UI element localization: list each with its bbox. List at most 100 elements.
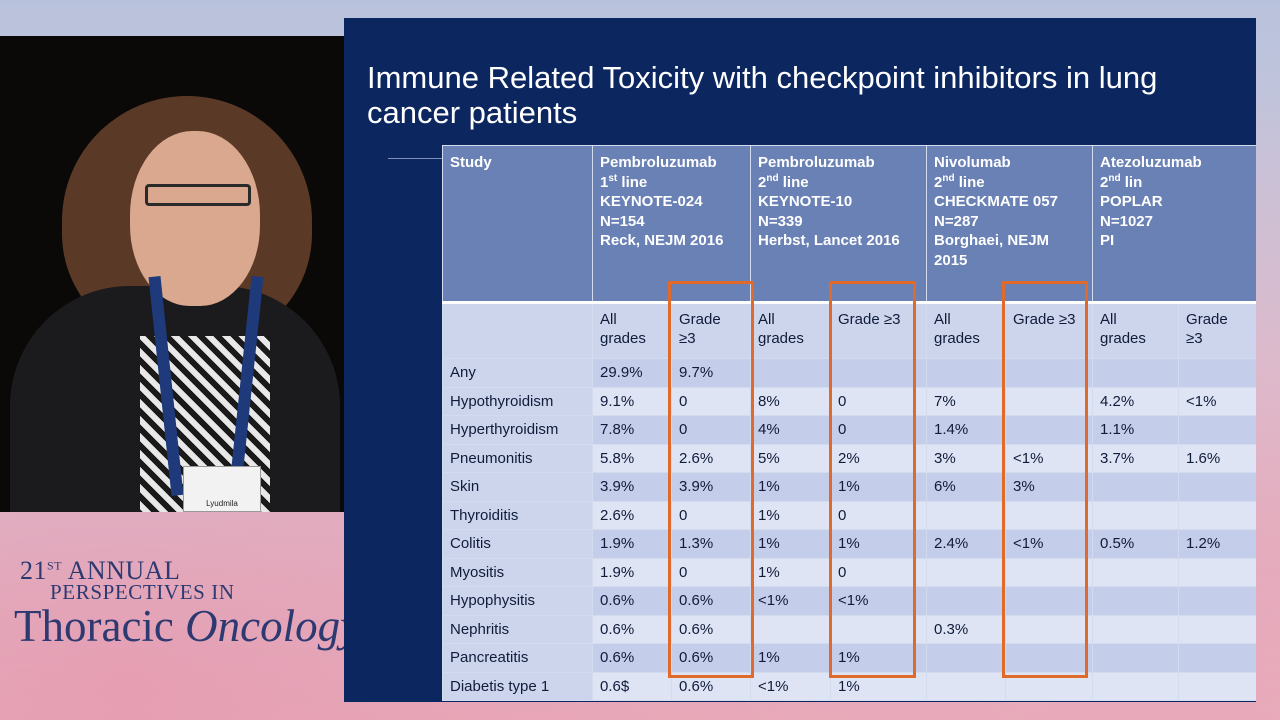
- grade-subheader-line: Grade: [679, 311, 721, 328]
- header-row: Study Pembroluzumab 1st line KEYNOTE-024 N…: [442, 145, 1256, 304]
- table-cell: [1092, 472, 1180, 502]
- table-cell: 1%: [750, 557, 831, 587]
- table-cell: 0.6%: [592, 643, 672, 673]
- study-n: N=1027: [1100, 212, 1153, 230]
- table-cell: 1.4%: [926, 415, 1007, 445]
- table-cell: 1.3%: [671, 529, 751, 559]
- grade-subheader-line: Grade ≥3: [1013, 311, 1076, 328]
- grade-subheader-line: grades: [934, 330, 980, 347]
- study-drug: Pembroluzumab: [600, 154, 717, 171]
- table-row: Thyroiditis 2.6% 0 1% 0: [442, 500, 1256, 530]
- grade-subheader-line: ≥3: [1186, 330, 1203, 347]
- study-ref: Herbst, Lancet 2016: [758, 232, 900, 249]
- grade-subheader-line: Grade: [1186, 311, 1228, 328]
- row-label: Nephritis: [442, 614, 593, 644]
- row-label: Any: [442, 358, 593, 388]
- table-cell: 0.5%: [1092, 529, 1180, 559]
- table-cell: 0.6%: [671, 586, 751, 616]
- table-cell: 0: [829, 557, 928, 587]
- study-line-rest: line: [617, 173, 648, 191]
- study-line-rest: line: [778, 173, 809, 191]
- grade-subheader: Grade ≥3: [1005, 302, 1094, 359]
- table-cell: [1092, 500, 1180, 530]
- table-cell: 1.2%: [1178, 529, 1256, 559]
- table-cell: [1005, 557, 1094, 587]
- table-cell: 1%: [829, 643, 928, 673]
- table-cell: <1%: [1005, 529, 1094, 559]
- grade-subheader-line: All: [1100, 311, 1117, 328]
- row-label: Myositis: [442, 557, 593, 587]
- logo-line-1: 21ST ANNUAL: [20, 556, 181, 585]
- table-cell: 7%: [926, 386, 1007, 416]
- row-label: Hyperthyroidism: [442, 415, 593, 445]
- table-cell: 0: [829, 386, 928, 416]
- table-cell: 2.6%: [592, 500, 672, 530]
- table-cell: [1092, 586, 1180, 616]
- slide-title: Immune Related Toxicity with checkpoint …: [367, 60, 1158, 130]
- study-line-sup: st: [608, 172, 618, 184]
- toxicity-table: Study Pembroluzumab 1st line KEYNOTE-024 N…: [442, 145, 1256, 701]
- table-cell: 3%: [1005, 472, 1094, 502]
- table-cell: 4%: [750, 415, 831, 445]
- table-cell: [926, 586, 1007, 616]
- table-cell: 0.6$: [592, 671, 672, 701]
- table-cell: [1092, 614, 1180, 644]
- table-cell: <1%: [1005, 443, 1094, 473]
- table-cell: <1%: [829, 586, 928, 616]
- study-ref: PI: [1100, 232, 1115, 249]
- row-label: Colitis: [442, 529, 593, 559]
- table-cell: [1178, 415, 1256, 445]
- table-cell: <1%: [750, 671, 831, 701]
- table-cell: [1092, 358, 1180, 388]
- study-line: 2nd line: [758, 173, 919, 193]
- table-cell: 7.8%: [592, 415, 672, 445]
- table-cell: 6%: [926, 472, 1007, 502]
- table-cell: [1092, 671, 1180, 701]
- table-cell: 2%: [829, 443, 928, 473]
- table-cell: [750, 358, 831, 388]
- table-cell: [1178, 614, 1256, 644]
- study-header-cell: Atezoluzumab 2nd lin POPLAR N=1027 PI: [1092, 145, 1256, 304]
- table-cell: 0: [671, 557, 751, 587]
- table-cell: 0: [829, 500, 928, 530]
- study-ref: Borghaei, NEJM: [934, 232, 1050, 249]
- table-cell: 1%: [750, 472, 831, 502]
- table-cell: 3.9%: [592, 472, 672, 502]
- table-cell: [1005, 415, 1094, 445]
- study-drug: Pembroluzumab: [758, 154, 875, 171]
- grade-subheader: Grade ≥3: [671, 302, 751, 359]
- study-n: N=339: [758, 212, 803, 230]
- table-cell: 5%: [750, 443, 831, 473]
- study-n: N=154: [600, 212, 645, 230]
- table-cell: 2.6%: [671, 443, 751, 473]
- table-cell: [926, 643, 1007, 673]
- table-cell: [1005, 386, 1094, 416]
- study-trial: POPLAR: [1100, 193, 1163, 210]
- study-drug: Nivolumab: [934, 154, 1011, 171]
- study-header-cell: Pembroluzumab 1st line KEYNOTE-024 N=154 Re…: [592, 145, 751, 304]
- table-cell: 9.7%: [671, 358, 751, 388]
- row-label: Pneumonitis: [442, 443, 593, 473]
- study-line-sup: nd: [1108, 172, 1121, 184]
- study-drug: Atezoluzumab: [1100, 154, 1202, 171]
- table-row: Nephritis 0.6% 0.6% 0.3%: [442, 614, 1256, 644]
- table-cell: 0.3%: [926, 614, 1007, 644]
- table-cell: [1005, 614, 1094, 644]
- row-label: Hypophysitis: [442, 586, 593, 616]
- study-ref: Reck, NEJM 2016: [600, 232, 724, 249]
- table-cell: [1005, 586, 1094, 616]
- table-cell: [1005, 500, 1094, 530]
- table-row: Hypothyroidism 9.1% 0 8% 0 7% 4.2% <1%: [442, 386, 1256, 416]
- table-row: Myositis 1.9% 0 1% 0: [442, 557, 1256, 587]
- table-cell: 1%: [829, 472, 928, 502]
- table-cell: 8%: [750, 386, 831, 416]
- grade-subheader: Grade ≥3: [829, 302, 928, 359]
- grade-subheader-line: All: [934, 311, 951, 328]
- table-cell: [1092, 557, 1180, 587]
- badge-name: Lyudmila: [206, 499, 238, 508]
- subheader-blank: [442, 302, 593, 359]
- table-cell: 0.6%: [671, 671, 751, 701]
- study-trial: KEYNOTE-10: [758, 193, 853, 210]
- table-cell: 3%: [926, 443, 1007, 473]
- study-line: 2nd lin: [1100, 173, 1249, 193]
